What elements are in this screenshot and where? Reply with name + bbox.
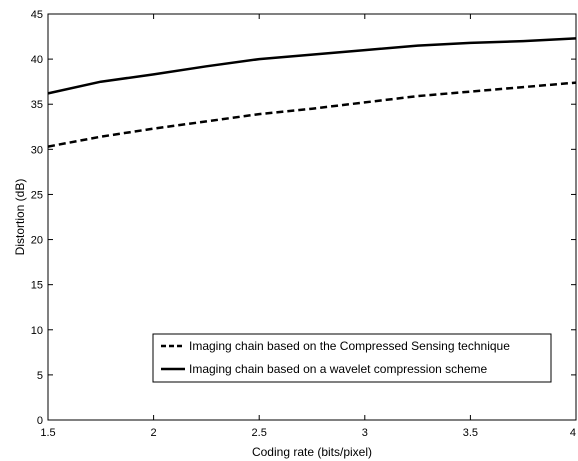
y-tick-label: 10 — [31, 325, 43, 337]
y-tick-label: 5 — [37, 370, 43, 382]
y-tick-label: 25 — [31, 189, 43, 201]
legend-label-cs: Imaging chain based on the Compressed Se… — [189, 339, 510, 353]
x-tick-label: 4 — [570, 427, 576, 439]
y-axis: 0 5 10 15 20 25 30 35 40 45 — [31, 9, 576, 427]
y-axis-label: Distortion (dB) — [13, 179, 27, 256]
x-tick-label: 1.5 — [40, 427, 55, 439]
y-tick-label: 35 — [31, 99, 43, 111]
series-line-compressed-sensing — [47, 81, 577, 148]
x-tick-label: 3.5 — [463, 427, 478, 439]
y-tick-label: 15 — [31, 280, 43, 292]
y-tick-label: 20 — [31, 235, 43, 247]
y-tick-label: 40 — [31, 54, 43, 66]
x-axis: 1.5 2 2.5 3 3.5 4 — [40, 14, 577, 439]
y-tick-label: 30 — [31, 144, 43, 156]
series-layer — [47, 37, 577, 148]
y-tick-label: 0 — [37, 415, 43, 427]
x-tick-label: 2 — [151, 427, 157, 439]
y-tick-label: 45 — [31, 9, 43, 21]
series-line-wavelet — [47, 37, 577, 95]
legend-box — [152, 333, 552, 383]
legend-label-wavelet: Imaging chain based on a wavelet compres… — [189, 362, 487, 376]
x-tick-label: 2.5 — [252, 427, 267, 439]
x-tick-label: 3 — [362, 427, 368, 439]
legend: Imaging chain based on the Compressed Se… — [152, 333, 552, 383]
x-axis-label: Coding rate (bits/pixel) — [252, 445, 372, 459]
